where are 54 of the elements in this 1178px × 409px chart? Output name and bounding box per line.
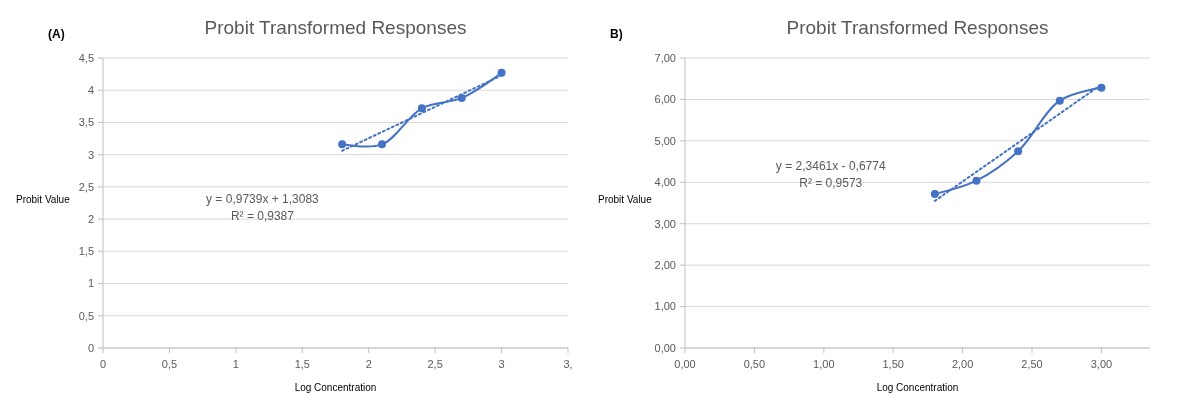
point xyxy=(972,176,981,185)
x-tick-label: 0,50 xyxy=(743,358,766,370)
y-tick-label: 2,00 xyxy=(654,258,676,271)
y-tick-label: 6,00 xyxy=(654,93,676,106)
y-tick-label: 4,00 xyxy=(654,176,676,189)
y-tick-label: 1,5 xyxy=(78,245,94,258)
annotation: y = 2,3461x - 0,6774 xyxy=(775,158,886,173)
y-tick-label: 5,00 xyxy=(654,134,676,147)
y-tick-label: 1,00 xyxy=(654,300,676,313)
y-tick-label: 2 xyxy=(87,212,94,225)
x-tick-label: 3 xyxy=(498,358,505,370)
y-tick-label: 2,5 xyxy=(78,180,94,193)
annotation: R² = 0,9387 xyxy=(230,209,295,223)
x-tick-label: 2,50 xyxy=(1021,358,1043,370)
y-tick-label: 3 xyxy=(87,148,94,161)
x-tick-label: 1,5 xyxy=(294,358,310,370)
x-axis-title: Log Concentration xyxy=(294,382,377,393)
y-tick-label: 4,5 xyxy=(78,51,94,64)
y-tick-label: 1 xyxy=(87,277,94,290)
x-tick-label: 0 xyxy=(99,358,107,370)
x-tick-label: 0,00 xyxy=(674,358,696,370)
point xyxy=(1097,83,1106,92)
x-tick-label: 1,50 xyxy=(882,358,904,370)
annotation: R² = 0,9573 xyxy=(799,175,863,190)
x-tick-label: 2,5 xyxy=(427,358,443,370)
x-tick-label: 3,00 xyxy=(1090,358,1113,370)
y-tick-label: 0,5 xyxy=(78,309,94,322)
chart-title: Probit Transformed Responses xyxy=(204,17,467,38)
y-tick-label: 3,5 xyxy=(78,116,94,129)
point xyxy=(1014,147,1023,156)
x-tick-label: 1,00 xyxy=(813,358,835,370)
point xyxy=(417,104,426,113)
y-tick-label: 0 xyxy=(87,341,94,354)
x-tick-label: 1 xyxy=(232,358,239,370)
y-tick-label: 4 xyxy=(87,84,94,97)
x-tick-label: 0,5 xyxy=(161,358,178,370)
point xyxy=(338,140,347,149)
y-axis-title: Probit Value xyxy=(16,194,71,205)
x-tick-label: 2,00 xyxy=(951,358,974,370)
x-tick-label: 3, xyxy=(563,358,573,370)
point xyxy=(930,189,939,198)
y-axis-title: Probit Value xyxy=(598,194,653,205)
point xyxy=(457,93,466,102)
x-axis-title: Log Concentration xyxy=(876,382,959,393)
annotation: y = 0,9739x + 1,3083 xyxy=(206,192,320,206)
text: B) xyxy=(610,27,623,41)
y-tick-label: 7,00 xyxy=(654,51,676,64)
text: (A) xyxy=(48,27,65,41)
point xyxy=(378,140,386,149)
y-tick-label: 3,00 xyxy=(654,217,676,230)
x-tick-label: 2 xyxy=(365,358,372,370)
chart-title: Probit Transformed Responses xyxy=(786,17,1049,38)
point xyxy=(1055,96,1064,105)
y-tick-label: 0,00 xyxy=(654,341,676,354)
